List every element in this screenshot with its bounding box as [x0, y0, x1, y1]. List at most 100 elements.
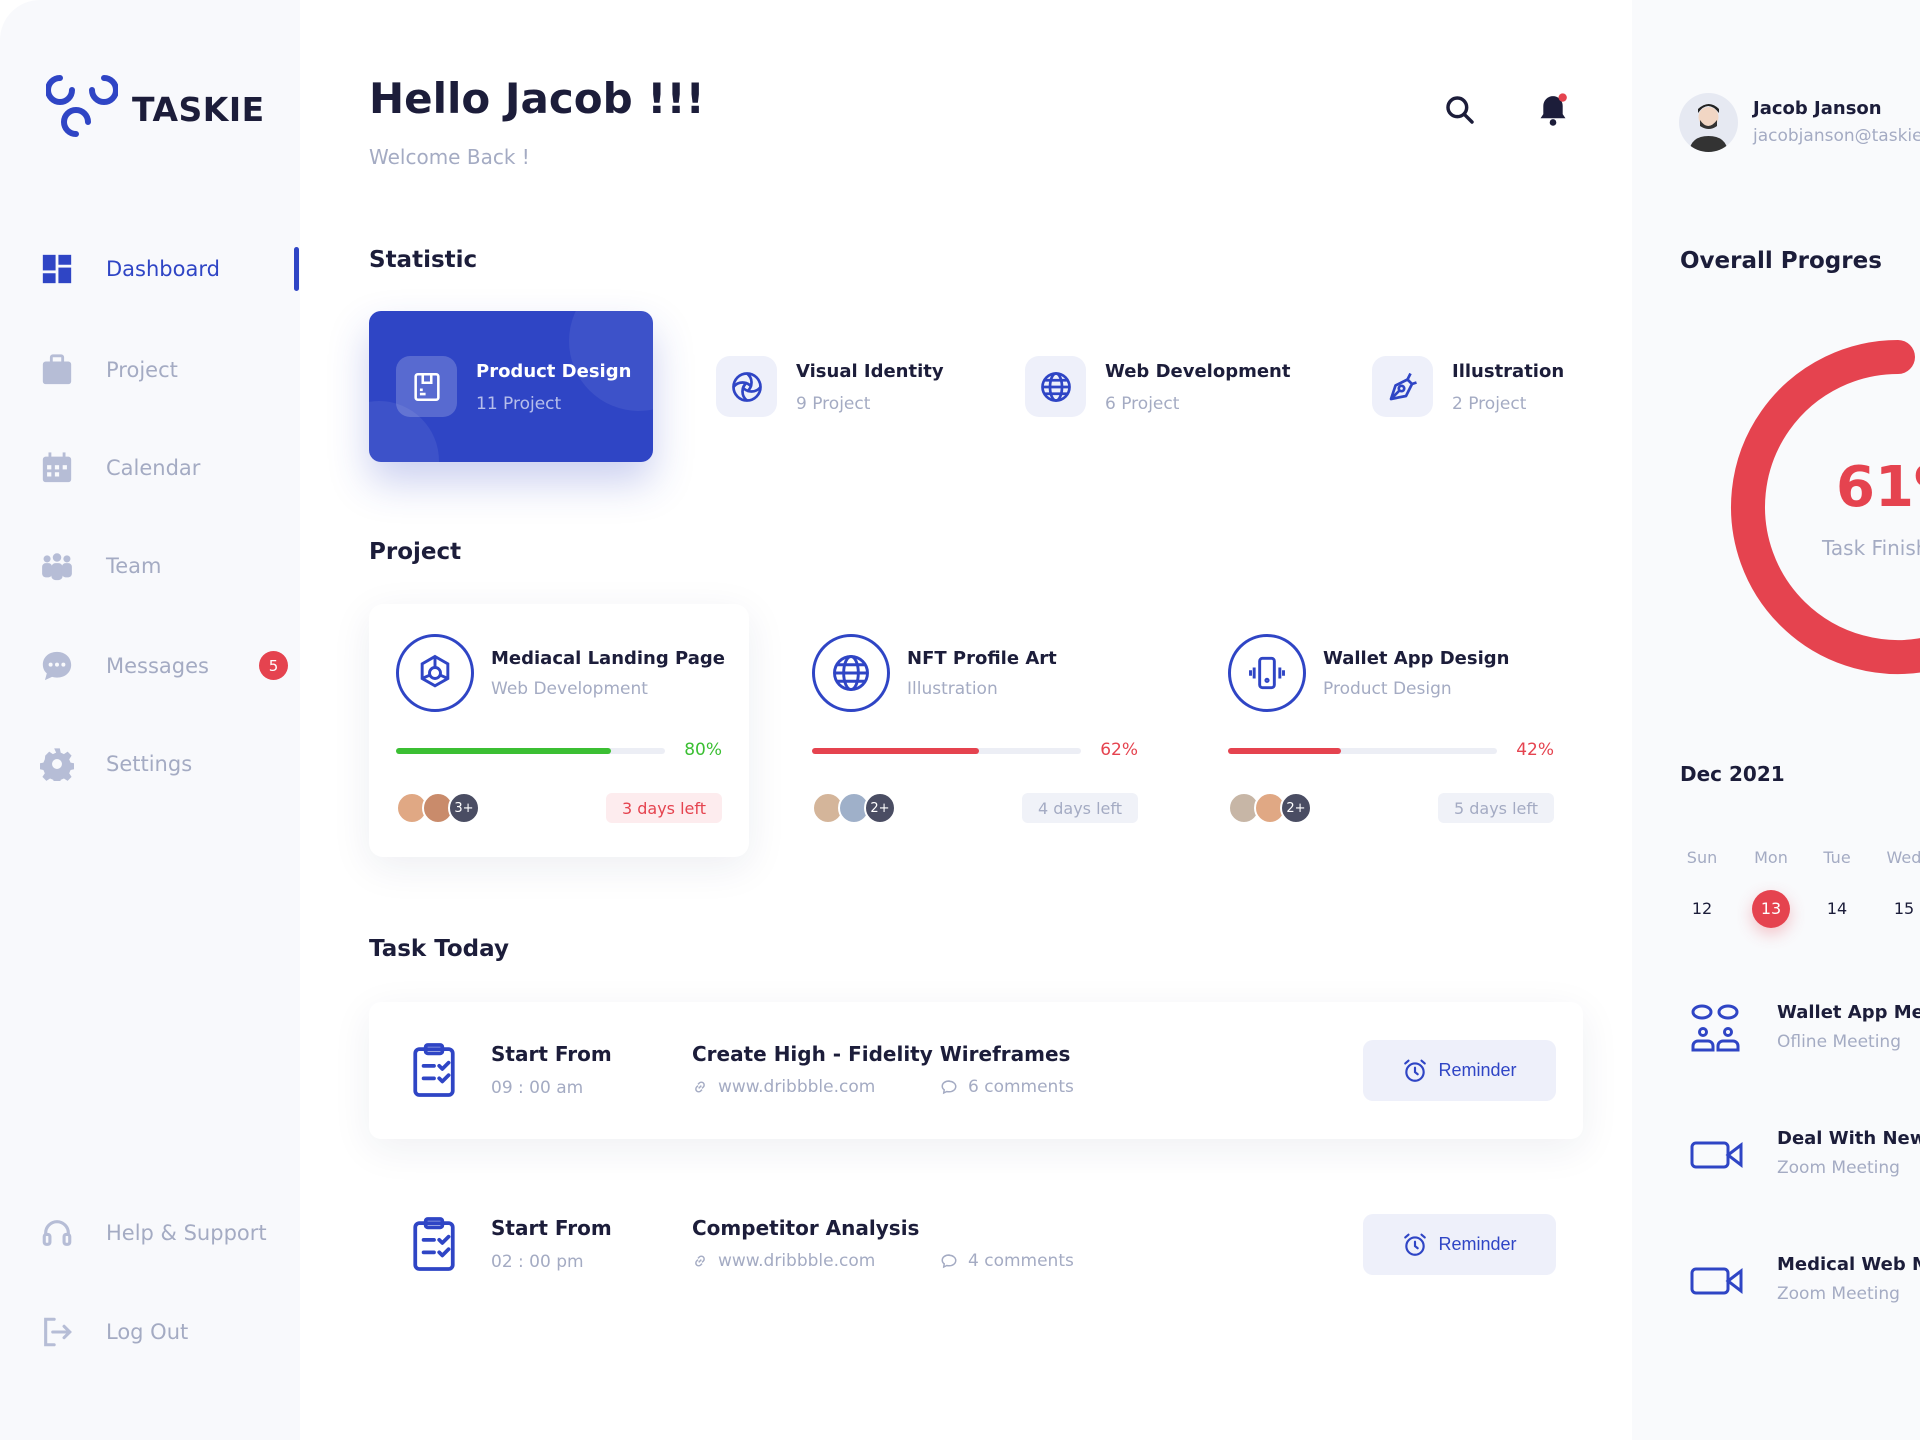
- calendar-date-selected[interactable]: 13: [1752, 890, 1790, 928]
- weekday-label: Tue: [1823, 848, 1851, 867]
- logout-icon: [44, 1317, 72, 1347]
- meeting-title[interactable]: Medical Web Meeting: [1777, 1254, 1920, 1275]
- sidebar-item-project[interactable]: Project: [40, 348, 300, 392]
- sidebar-item-settings[interactable]: Settings: [40, 742, 300, 786]
- spiral-icon: [716, 356, 777, 417]
- reminder-label: Reminder: [1438, 1060, 1517, 1080]
- gear-icon: [40, 748, 74, 781]
- stat-title: Visual Identity: [796, 361, 944, 382]
- stat-count: 9 Project: [796, 394, 871, 414]
- task-link-text: www.dribbble.com: [718, 1251, 876, 1271]
- stat-count: 2 Project: [1452, 394, 1527, 414]
- sidebar-item-team[interactable]: Team: [40, 544, 300, 588]
- project-category: Illustration: [907, 679, 998, 699]
- logout-link[interactable]: Log Out: [40, 1310, 300, 1354]
- days-left-badge: 4 days left: [1021, 793, 1138, 823]
- progress-percent: 80%: [684, 740, 722, 760]
- logout-label: Log Out: [106, 1320, 189, 1344]
- page-title: Hello Jacob !!!: [369, 74, 705, 123]
- meeting-title[interactable]: Deal With New Client: [1777, 1128, 1920, 1149]
- overall-percent: 61%: [1836, 455, 1920, 520]
- project-card[interactable]: NFT Profile Art Illustration 62% 2+ 4 da…: [785, 604, 1165, 857]
- calendar-date[interactable]: 12: [1691, 899, 1713, 918]
- project-card[interactable]: Wallet App Design Product Design 42% 2+ …: [1201, 604, 1581, 857]
- task-comments[interactable]: 4 comments: [940, 1251, 1074, 1271]
- phone-vibrate-icon: [1249, 656, 1285, 690]
- project-icon: [812, 634, 890, 712]
- user-email: jacobjanson@taskie.com: [1753, 126, 1920, 146]
- meeting-type: Zoom Meeting: [1777, 1158, 1900, 1178]
- molecule-icon: [420, 654, 450, 688]
- stat-illustration[interactable]: [1372, 356, 1433, 417]
- avatar[interactable]: [1679, 93, 1738, 152]
- progress-percent: 62%: [1100, 740, 1138, 760]
- overall-caption: Task Finished: [1822, 536, 1920, 560]
- member-avatars[interactable]: 2+: [1228, 792, 1328, 824]
- project-icon: [1228, 634, 1306, 712]
- calendar-date[interactable]: 15: [1893, 899, 1915, 918]
- task-title: Create High - Fidelity Wireframes: [692, 1042, 1071, 1066]
- alarm-clock-icon: [1404, 1233, 1427, 1256]
- comment-icon: [941, 1080, 957, 1095]
- project-icon: [396, 634, 474, 712]
- sidebar-item-dashboard[interactable]: Dashboard: [40, 247, 300, 291]
- user-name: Jacob Janson: [1753, 98, 1882, 119]
- sidebar-item-messages[interactable]: Messages: [40, 644, 300, 688]
- help-label: Help & Support: [106, 1221, 267, 1245]
- task-start-label: Start From: [491, 1216, 612, 1240]
- extra-members-count: 2+: [864, 792, 896, 824]
- project-title: Mediacal Landing Page: [491, 648, 725, 669]
- member-avatars[interactable]: 3+: [396, 792, 496, 824]
- task-link[interactable]: www.dribbble.com: [692, 1077, 875, 1097]
- help-support-link[interactable]: Help & Support: [40, 1211, 300, 1255]
- reminder-button[interactable]: Reminder: [1363, 1040, 1556, 1101]
- weekday-label: Mon: [1754, 848, 1788, 867]
- stat-web-development[interactable]: [1025, 356, 1086, 417]
- meeting-type: Zoom Meeting: [1777, 1284, 1900, 1304]
- briefcase-icon: [42, 354, 72, 385]
- progress-fill: [396, 748, 612, 754]
- sidebar-item-calendar[interactable]: Calendar: [40, 446, 300, 490]
- video-icon: [1690, 1267, 1743, 1295]
- weekday-label: Wed: [1886, 848, 1920, 867]
- project-title: NFT Profile Art: [907, 648, 1057, 669]
- stat-product-design[interactable]: Product Design 11 Project: [369, 311, 653, 462]
- progress-bar: [812, 748, 1081, 754]
- progress-fill: [1228, 748, 1341, 754]
- extra-members-count: 2+: [1280, 792, 1312, 824]
- task-row[interactable]: Start From 09 : 00 am Create High - Fide…: [369, 1002, 1583, 1139]
- logo-icon: [46, 75, 118, 137]
- sidebar-item-label: Calendar: [106, 456, 201, 480]
- calendar-icon: [42, 452, 72, 483]
- user-avatar-icon: [1689, 104, 1728, 152]
- globe-icon: [1025, 356, 1086, 417]
- right-panel: [1632, 0, 1920, 1440]
- grid-icon: [42, 254, 72, 284]
- task-comments[interactable]: 6 comments: [940, 1077, 1074, 1097]
- sidebar: [0, 0, 300, 1440]
- clipboard-check-icon: [413, 1043, 455, 1097]
- task-link[interactable]: www.dribbble.com: [692, 1251, 875, 1271]
- design-icon: [396, 356, 457, 417]
- chat-icon: [42, 651, 72, 681]
- days-left-badge: 5 days left: [1437, 793, 1554, 823]
- task-comments-text: 4 comments: [968, 1251, 1074, 1271]
- member-avatars[interactable]: 2+: [812, 792, 912, 824]
- meeting-title[interactable]: Wallet App Meeting: [1777, 1002, 1920, 1023]
- reminder-button[interactable]: Reminder: [1363, 1214, 1556, 1275]
- search-icon[interactable]: [1444, 94, 1476, 126]
- link-icon: [695, 1255, 705, 1267]
- progress-bar: [396, 748, 665, 754]
- sidebar-item-label: Team: [106, 554, 162, 578]
- task-row[interactable]: Start From 02 : 00 pm Competitor Analysi…: [369, 1176, 1583, 1313]
- video-icon: [1690, 1141, 1743, 1169]
- calendar-date[interactable]: 14: [1826, 899, 1848, 918]
- stat-visual-identity[interactable]: [716, 356, 777, 417]
- stat-title: Web Development: [1105, 361, 1291, 382]
- sidebar-item-label: Settings: [106, 752, 193, 776]
- bell-icon[interactable]: [1536, 92, 1570, 128]
- task-today-heading: Task Today: [369, 936, 509, 962]
- project-card[interactable]: Mediacal Landing Page Web Development 80…: [369, 604, 749, 857]
- stat-count: 6 Project: [1105, 394, 1180, 414]
- meeting-icon: [1691, 1004, 1740, 1052]
